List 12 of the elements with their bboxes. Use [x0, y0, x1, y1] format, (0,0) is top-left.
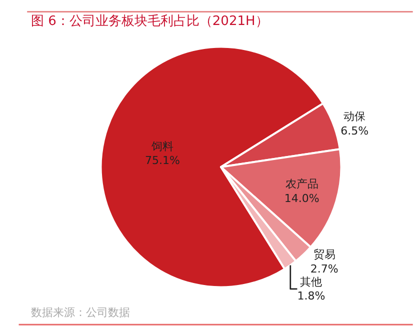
- chart-title: 图 6：公司业务板块毛利占比（2021H）: [31, 14, 268, 29]
- data-label: 6.5%: [340, 124, 369, 138]
- data-label: 2.7%: [310, 262, 338, 276]
- slice-label: 农产品: [285, 178, 318, 191]
- data-label: 14.0%: [284, 192, 320, 205]
- slice-label: 饲料: [150, 140, 174, 153]
- source-note: 数据来源：公司数据: [31, 306, 130, 319]
- slice-label: 贸易: [313, 248, 336, 262]
- slice-label: 其他: [300, 275, 322, 288]
- data-label: 1.8%: [297, 290, 326, 303]
- slice-label: 动保: [344, 110, 366, 124]
- data-label: 75.1%: [144, 154, 180, 168]
